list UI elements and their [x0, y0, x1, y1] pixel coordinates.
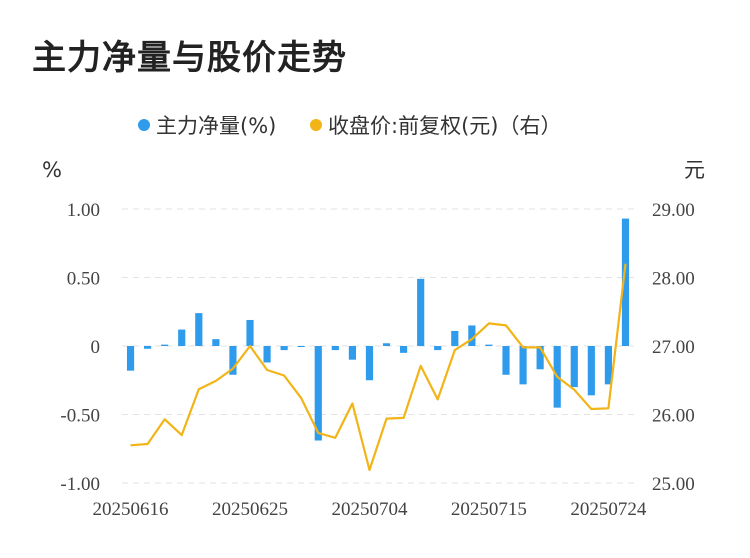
left-tick-label: 1.00: [67, 200, 100, 221]
bar: [195, 313, 203, 346]
bar: [314, 346, 322, 441]
chart-title: 主力净量与股价走势: [32, 38, 347, 78]
bar: [587, 346, 595, 396]
bar: [536, 346, 544, 370]
bar: [331, 346, 339, 351]
bar: [434, 346, 442, 351]
left-tick-label: -0.50: [60, 406, 100, 427]
bar-series: [126, 218, 630, 441]
line-series: [130, 263, 627, 472]
bar: [280, 346, 288, 351]
x-tick-label: 20250724: [570, 499, 647, 520]
bar: [161, 344, 169, 346]
bar: [604, 346, 612, 385]
bar: [451, 330, 459, 346]
bar: [348, 346, 356, 360]
right-tick-label: 26.00: [652, 406, 695, 427]
left-tick-label: -1.00: [60, 474, 100, 495]
bar: [570, 346, 578, 388]
bar: [519, 346, 527, 385]
left-tick-label: 0: [91, 337, 101, 358]
bar: [468, 325, 476, 346]
bar: [178, 329, 186, 346]
bar: [144, 346, 152, 349]
bar: [417, 278, 425, 346]
right-axis-ticks: 29.00 28.00 27.00 26.00 25.00: [652, 200, 695, 495]
legend-line-marker: [310, 119, 322, 131]
x-tick-label: 20250704: [331, 499, 408, 520]
bar: [382, 343, 391, 346]
x-axis-ticks: 20250616 20250625 20250704 20250715 20250724: [93, 499, 647, 520]
bar: [297, 346, 305, 347]
left-axis-unit: %: [42, 158, 62, 182]
x-tick-label: 20250715: [451, 499, 527, 520]
legend-label-close-price: 收盘价:前复权(元)（右）: [328, 114, 561, 138]
bar: [485, 344, 493, 346]
close-price-line: [130, 263, 627, 472]
x-tick-label: 20250625: [212, 499, 288, 520]
bar: [246, 319, 254, 346]
x-tick-label: 20250616: [93, 499, 169, 520]
bar: [365, 346, 374, 381]
right-tick-label: 28.00: [652, 269, 695, 290]
right-tick-label: 25.00: [652, 474, 695, 495]
left-tick-label: 0.50: [67, 269, 100, 290]
right-tick-label: 27.00: [652, 337, 695, 358]
gridlines: [122, 208, 634, 484]
bar: [502, 346, 510, 375]
bar: [229, 346, 237, 375]
bar: [126, 346, 135, 371]
right-axis-unit: 元: [684, 158, 705, 182]
legend-label-net-volume: 主力净量(%): [156, 114, 276, 138]
bar: [263, 346, 271, 363]
bar: [212, 339, 220, 346]
bar: [400, 346, 408, 353]
right-tick-label: 29.00: [652, 200, 695, 221]
legend: 主力净量(%) 收盘价:前复权(元)（右）: [138, 114, 561, 138]
bar: [621, 218, 630, 346]
left-axis-ticks: 1.00 0.50 0 -0.50 -1.00: [60, 200, 100, 495]
legend-bar-marker: [138, 119, 150, 131]
